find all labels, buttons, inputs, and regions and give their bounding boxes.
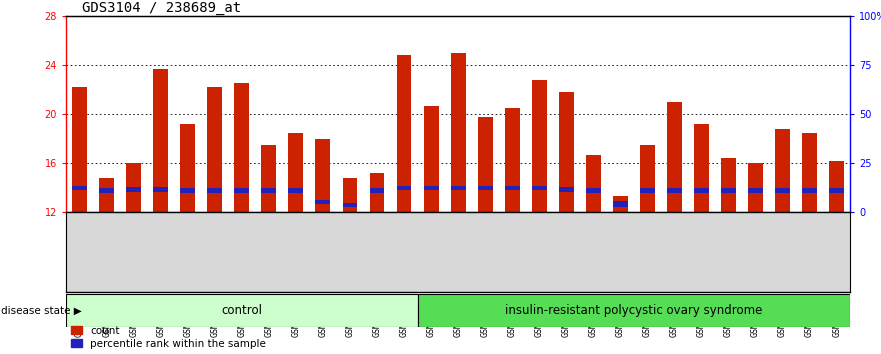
Bar [667, 102, 682, 212]
Bar [72, 87, 87, 212]
Bar [126, 187, 141, 192]
Bar [72, 186, 87, 190]
Bar [153, 187, 168, 192]
Bar [126, 163, 141, 212]
Bar [181, 188, 196, 193]
Bar [424, 105, 439, 212]
Bar [586, 188, 601, 193]
Bar [532, 80, 547, 212]
Bar [694, 188, 709, 193]
Bar [262, 188, 277, 193]
Bar [775, 188, 790, 193]
Bar [207, 87, 222, 212]
Bar [100, 178, 114, 212]
Bar [721, 188, 736, 193]
Bar [532, 186, 547, 190]
FancyBboxPatch shape [418, 294, 850, 327]
Text: insulin-resistant polycystic ovary syndrome: insulin-resistant polycystic ovary syndr… [505, 304, 763, 317]
Bar [478, 116, 492, 212]
Bar [559, 187, 574, 192]
Bar [396, 186, 411, 190]
Bar [424, 186, 439, 190]
Bar [721, 158, 736, 212]
Bar [613, 201, 628, 207]
Bar [748, 163, 763, 212]
Bar [829, 188, 844, 193]
Bar [343, 203, 358, 207]
Bar [369, 188, 384, 193]
Bar [640, 188, 655, 193]
Bar [478, 186, 492, 190]
Bar [288, 133, 303, 212]
Bar [153, 69, 168, 212]
Bar [694, 124, 709, 212]
Legend: count, percentile rank within the sample: count, percentile rank within the sample [71, 326, 266, 349]
Text: disease state ▶: disease state ▶ [1, 306, 82, 316]
Bar [775, 129, 790, 212]
Bar [505, 186, 520, 190]
Bar [667, 188, 682, 193]
Bar [640, 145, 655, 212]
Bar [288, 188, 303, 193]
Bar [559, 92, 574, 212]
Bar [505, 108, 520, 212]
Text: control: control [221, 304, 263, 317]
Bar [315, 139, 330, 212]
FancyBboxPatch shape [66, 294, 418, 327]
Bar [315, 200, 330, 204]
Bar [234, 84, 249, 212]
Bar [396, 55, 411, 212]
Bar [234, 188, 249, 193]
Bar [586, 155, 601, 212]
Bar [369, 173, 384, 212]
Bar [451, 53, 465, 212]
Bar [207, 188, 222, 193]
Bar [343, 178, 358, 212]
Bar [181, 124, 196, 212]
Bar [262, 145, 277, 212]
Bar [613, 196, 628, 212]
Bar [803, 133, 817, 212]
Bar [100, 188, 114, 193]
Text: GDS3104 / 238689_at: GDS3104 / 238689_at [82, 1, 241, 15]
Bar [748, 188, 763, 193]
Bar [829, 161, 844, 212]
Bar [451, 186, 465, 190]
Bar [803, 188, 817, 193]
